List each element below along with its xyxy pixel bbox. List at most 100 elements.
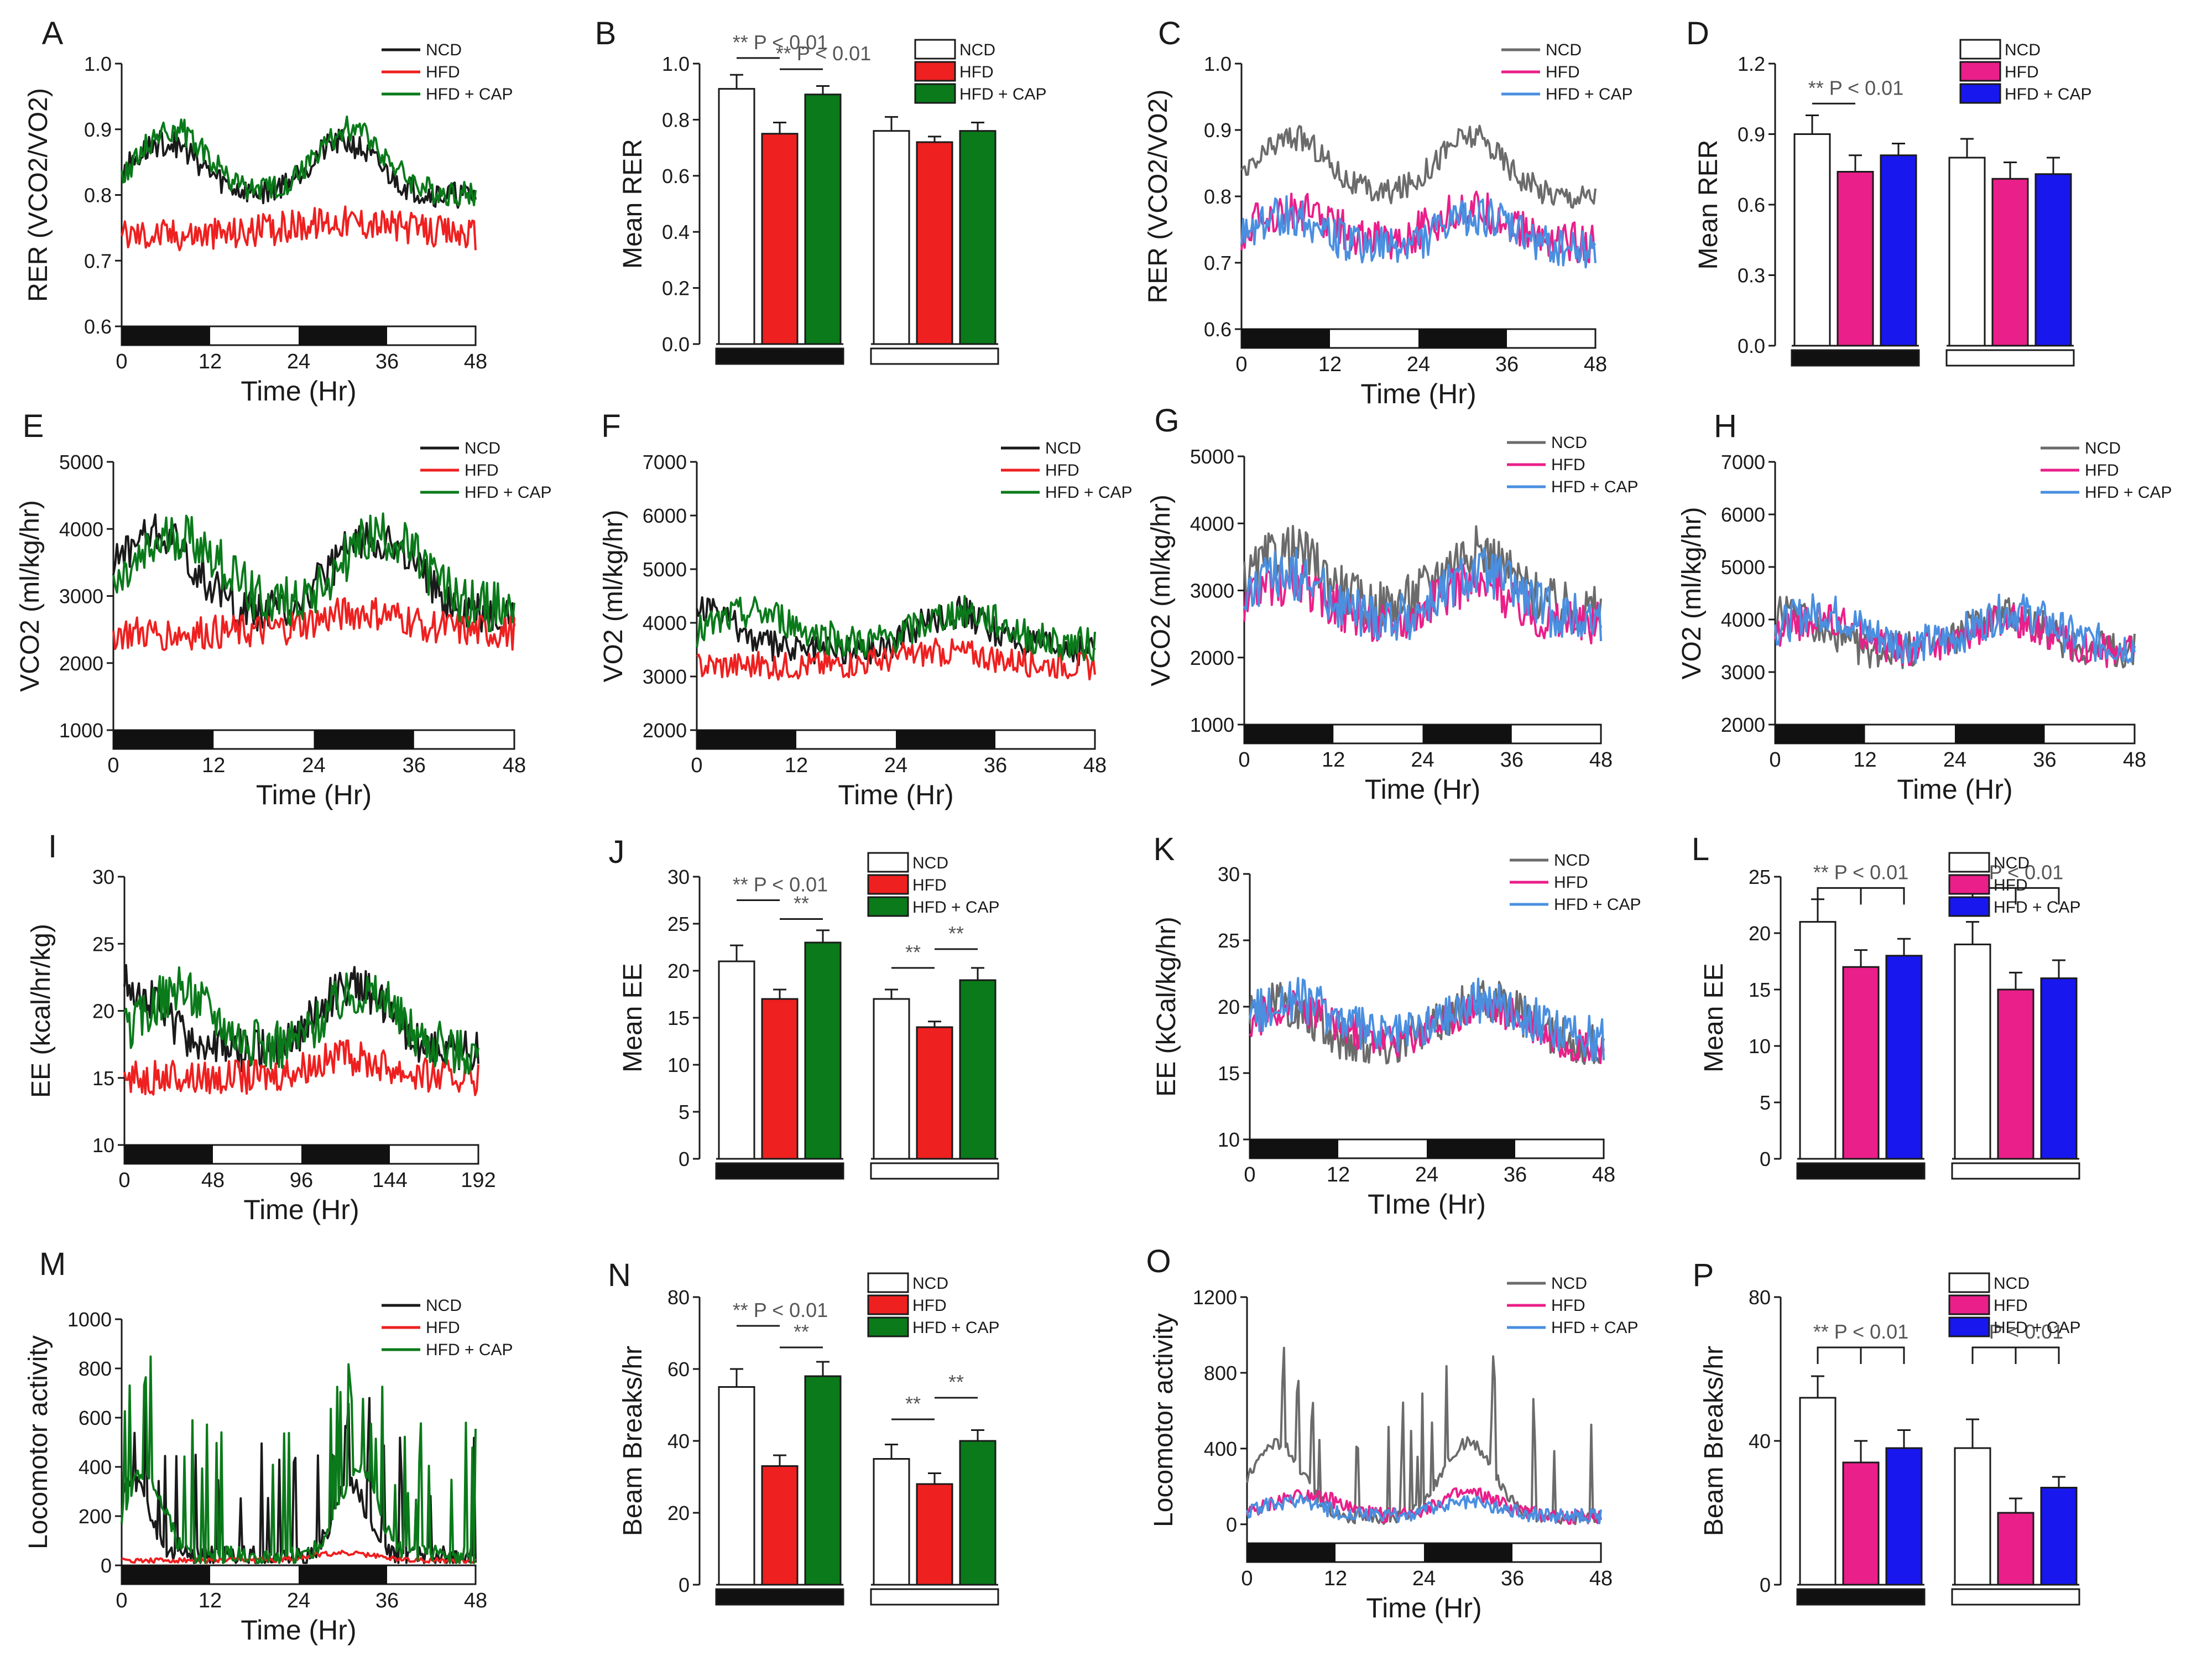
bar — [1997, 988, 2034, 1160]
y-tick-label: 80 — [1749, 1286, 1771, 1309]
legend-label: NCD — [912, 1274, 948, 1293]
legend-label: HFD — [959, 63, 994, 81]
legend-swatch — [1948, 896, 1990, 917]
dark-phase-bar — [1791, 349, 1920, 367]
x-tick-label: 48 — [1589, 748, 1613, 772]
legend-swatch — [867, 1316, 909, 1337]
legend-label: HFD + CAP — [1994, 1319, 2081, 1337]
x-tick-label: 48 — [201, 1169, 225, 1192]
bar — [1948, 157, 1986, 347]
x-tick-label: 36 — [403, 754, 426, 777]
y-tick-label: 0.4 — [662, 221, 690, 243]
panel-E: E 1000 2000 3000 4000 5000 VCO2 (ml/kg/hr) 0 12 2… — [15, 408, 552, 810]
legend-label: HFD — [912, 876, 947, 894]
panel-letter: N — [608, 1257, 631, 1293]
legend-label: HFD — [1994, 876, 2028, 894]
y-tick-label: 5000 — [1721, 556, 1765, 579]
y-tick-label: 20 — [92, 1000, 114, 1023]
dark-phase — [314, 730, 414, 749]
y-tick-label: 5000 — [59, 451, 103, 473]
series-line-hfd — [121, 205, 477, 252]
y-tick-label: 10 — [1218, 1128, 1240, 1151]
bar — [916, 1026, 953, 1160]
y-tick-label: 0.0 — [1738, 335, 1765, 357]
y-tick-label: 5000 — [643, 558, 687, 581]
bar — [959, 979, 997, 1160]
dark-phase — [113, 730, 214, 749]
legend-label: HFD + CAP — [1551, 1319, 1639, 1337]
bar — [1954, 943, 1991, 1160]
panel-letter: D — [1686, 15, 1709, 51]
x-tick-label: 36 — [1504, 1163, 1527, 1186]
y-axis-label: Beam Breaks/hr — [618, 1346, 648, 1536]
y-tick-label: 0.0 — [662, 333, 690, 356]
panel-letter: H — [1714, 408, 1737, 444]
legend-label: HFD + CAP — [426, 85, 513, 103]
y-tick-label: 6000 — [1721, 503, 1765, 526]
x-tick-label: 0 — [1241, 1567, 1253, 1590]
series-line-hfd-cap — [1246, 1494, 1602, 1524]
legend-label: HFD — [426, 1319, 460, 1337]
x-axis-label: Time (Hr) — [241, 376, 356, 407]
x-tick-label: 24 — [1407, 353, 1430, 376]
panel-letter: E — [23, 408, 44, 444]
bar — [1842, 966, 1880, 1160]
legend-swatch — [914, 83, 956, 104]
significance-label: ** — [905, 1392, 921, 1415]
y-tick-label: 5 — [679, 1101, 690, 1123]
panel-letter: P — [1693, 1257, 1714, 1293]
x-tick-label: 12 — [1853, 748, 1876, 772]
y-tick-label: 15 — [92, 1067, 114, 1090]
light-phase-bar — [1951, 1162, 2080, 1180]
light-phase-bar — [1951, 1588, 2080, 1606]
y-tick-label: 20 — [1218, 996, 1240, 1018]
x-tick-label: 24 — [1411, 748, 1434, 772]
bar — [1799, 1397, 1837, 1586]
panel-letter: M — [39, 1246, 66, 1282]
bar — [1793, 133, 1831, 347]
x-tick-label: 0 — [691, 754, 702, 777]
panel-letter: C — [1158, 15, 1181, 51]
legend-label: HFD — [2085, 461, 2119, 480]
legend-label: NCD — [1994, 854, 2030, 872]
y-tick-label: 0.9 — [1738, 123, 1765, 146]
dark-phase — [1424, 1543, 1512, 1562]
legend-label: HFD + CAP — [1554, 896, 1641, 914]
legend-label: HFD — [1551, 1297, 1585, 1315]
bar — [804, 1375, 842, 1586]
dark-phase — [1244, 725, 1334, 743]
y-axis-label: VO2 (ml/kg/hr) — [599, 509, 628, 682]
x-tick-label: 0 — [116, 1589, 127, 1612]
bar — [804, 93, 842, 345]
dark-phase-bar — [1796, 1588, 1926, 1606]
y-axis-label: Beam Breaks/hr — [1699, 1346, 1729, 1536]
panel-B: B 0.0 0.2 0.4 0.6 0.8 1.0 Mean RER ** P < 0.01**… — [595, 15, 1047, 365]
panel-letter: K — [1154, 831, 1175, 867]
x-axis-label: Time (Hr) — [1365, 774, 1480, 805]
x-axis-label: Time (Hr) — [1366, 1592, 1481, 1623]
x-tick-label: 36 — [2033, 748, 2056, 772]
dark-phase — [122, 1565, 210, 1584]
legend-label: HFD + CAP — [2085, 483, 2172, 502]
legend-label: HFD — [426, 63, 460, 81]
y-axis-label: Locomotor activity — [24, 1335, 53, 1549]
x-tick-label: 0 — [1238, 748, 1250, 772]
y-tick-label: 0 — [1760, 1148, 1771, 1170]
bar — [959, 130, 997, 345]
bar — [873, 130, 910, 345]
y-axis-label: Mean EE — [618, 963, 648, 1072]
legend-swatch — [1948, 1294, 1990, 1315]
series-line-hfd-cap — [1774, 593, 2136, 664]
y-tick-label: 20 — [667, 960, 690, 982]
panel-letter: I — [48, 829, 57, 865]
legend-label: NCD — [2005, 41, 2041, 59]
legend-swatch — [867, 1294, 909, 1315]
dark-phase — [299, 1565, 387, 1584]
bar — [761, 998, 799, 1160]
series-line-hfd-cap — [123, 966, 479, 1075]
x-tick-label: 0 — [107, 754, 119, 777]
dark-phase — [1775, 725, 1865, 743]
y-tick-label: 1.2 — [1738, 53, 1765, 75]
bar — [959, 1440, 997, 1586]
legend-swatch — [914, 39, 956, 60]
